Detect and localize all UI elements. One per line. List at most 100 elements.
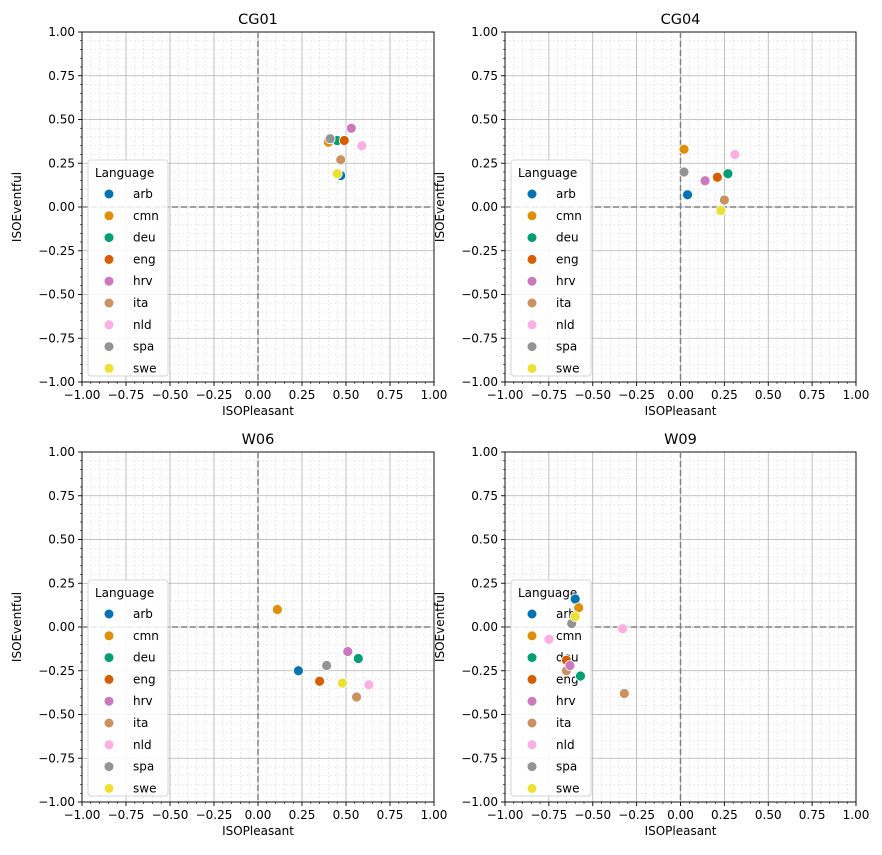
y-axis-label: ISOEventful — [433, 172, 447, 242]
chart-panel-cg01: −1.00−1.00 −0.75 −0.75 −0.50 −0.50 −0.25 −0.25… — [10, 12, 447, 418]
x-tick-label: −1.00 — [487, 808, 524, 822]
y-tick-label: 0.25 — [48, 576, 75, 590]
y-tick-label: −0.50 — [38, 708, 75, 722]
x-tick-label: −0.50 — [152, 808, 189, 822]
legend-marker-cmn — [104, 211, 114, 221]
legend-label-swe: swe — [556, 361, 579, 375]
x-tick-label: −0.25 — [196, 808, 233, 822]
data-points — [678, 143, 741, 216]
x-tick-label: −0.75 — [530, 388, 567, 402]
legend-marker-eng — [104, 674, 114, 684]
legend-marker-nld — [527, 740, 537, 750]
legend-label-cmn: cmn — [556, 209, 582, 223]
legend-label-arb: arb — [133, 187, 153, 201]
y-tick-label: 0.75 — [48, 69, 75, 83]
legend-label-ita: ita — [133, 716, 148, 730]
legend-label-cmn: cmn — [133, 629, 159, 643]
point-arb — [682, 189, 693, 201]
legend-marker-spa — [104, 342, 114, 352]
data-points — [543, 593, 630, 699]
y-tick-label: −0.75 — [38, 331, 75, 345]
point-eng — [314, 675, 326, 687]
x-tick-label: 0.25 — [711, 388, 738, 402]
x-tick-label: 0.50 — [333, 388, 360, 402]
legend-label-eng: eng — [556, 672, 579, 686]
legend-title: Language — [518, 586, 577, 600]
y-tick-label: 1.00 — [48, 445, 75, 459]
legend-marker-cmn — [527, 211, 537, 221]
legend-label-deu: deu — [133, 231, 156, 245]
x-tick-label: −1.00 — [64, 388, 101, 402]
x-tick-label: −0.75 — [530, 808, 567, 822]
legend-marker-arb — [527, 609, 537, 619]
point-deu — [575, 670, 586, 682]
legend-label-swe: swe — [556, 781, 579, 795]
y-tick-label: 0.75 — [48, 489, 75, 503]
y-tick-label: 1.00 — [471, 445, 498, 459]
legend-label-cmn: cmn — [133, 209, 159, 223]
y-tick-label: 0.50 — [471, 113, 498, 127]
x-tick-label: 1.00 — [421, 388, 448, 402]
legend-label-nld: nld — [556, 738, 575, 752]
legend-marker-hrv — [527, 276, 537, 286]
x-tick-label: 0.00 — [667, 388, 694, 402]
x-tick-label: −0.25 — [618, 808, 655, 822]
point-swe — [715, 205, 727, 216]
y-tick-label: −1.00 — [38, 375, 75, 389]
y-tick-label: 1.00 — [471, 25, 498, 39]
legend-label-hrv: hrv — [556, 274, 576, 288]
legend-label-spa: spa — [556, 760, 577, 774]
x-tick-label: −1.00 — [487, 388, 524, 402]
legend-title: Language — [518, 166, 577, 180]
point-eng — [338, 135, 350, 146]
y-tick-label: 0.50 — [48, 533, 75, 547]
legend-marker-arb — [104, 609, 114, 619]
x-tick-label: 0.75 — [799, 388, 826, 402]
x-tick-label: −0.50 — [152, 388, 189, 402]
point-nld — [617, 623, 628, 635]
x-tick-label: −0.50 — [574, 388, 611, 402]
legend-marker-spa — [104, 762, 114, 772]
point-ita — [335, 154, 347, 166]
y-tick-label: −0.50 — [461, 288, 498, 302]
y-tick-label: −0.25 — [38, 664, 75, 678]
point-ita — [618, 688, 630, 699]
x-tick-label: −0.75 — [108, 808, 145, 822]
legend-box — [87, 579, 169, 797]
x-axis-label: ISOPleasant — [645, 404, 717, 418]
legend-marker-ita — [104, 298, 114, 308]
legend-marker-swe — [104, 363, 114, 373]
legend-marker-eng — [104, 254, 114, 264]
point-ita — [718, 194, 730, 206]
point-arb — [293, 665, 304, 677]
minor-grid — [505, 32, 856, 382]
point-spa — [678, 166, 690, 178]
legend-marker-spa — [527, 762, 537, 772]
legend-label-cmn: cmn — [556, 629, 582, 643]
legend-marker-swe — [527, 363, 537, 373]
legend-label-deu: deu — [133, 651, 156, 665]
point-nld — [356, 140, 368, 152]
point-swe — [337, 677, 348, 689]
x-tick-label: 1.00 — [843, 388, 870, 402]
minor-grid — [505, 452, 856, 802]
legend-marker-cmn — [104, 631, 114, 641]
chart-panel-w06: −1.00−1.00 −0.75 −0.75 −0.50 −0.50 −0.25 −0.25… — [10, 432, 447, 838]
y-tick-label: 0.00 — [48, 620, 75, 634]
point-hrv — [342, 646, 354, 657]
x-tick-label: 0.50 — [755, 388, 782, 402]
y-tick-label: 0.00 — [471, 200, 498, 214]
x-tick-label: 0.00 — [667, 808, 694, 822]
legend-marker-deu — [527, 233, 537, 243]
y-tick-label: 0.25 — [48, 156, 75, 170]
legend-label-swe: swe — [133, 781, 156, 795]
legend-label-eng: eng — [556, 252, 579, 266]
legend-title: Language — [95, 586, 154, 600]
x-tick-label: 1.00 — [421, 808, 448, 822]
point-nld — [543, 633, 555, 645]
legend-marker-hrv — [104, 696, 114, 706]
